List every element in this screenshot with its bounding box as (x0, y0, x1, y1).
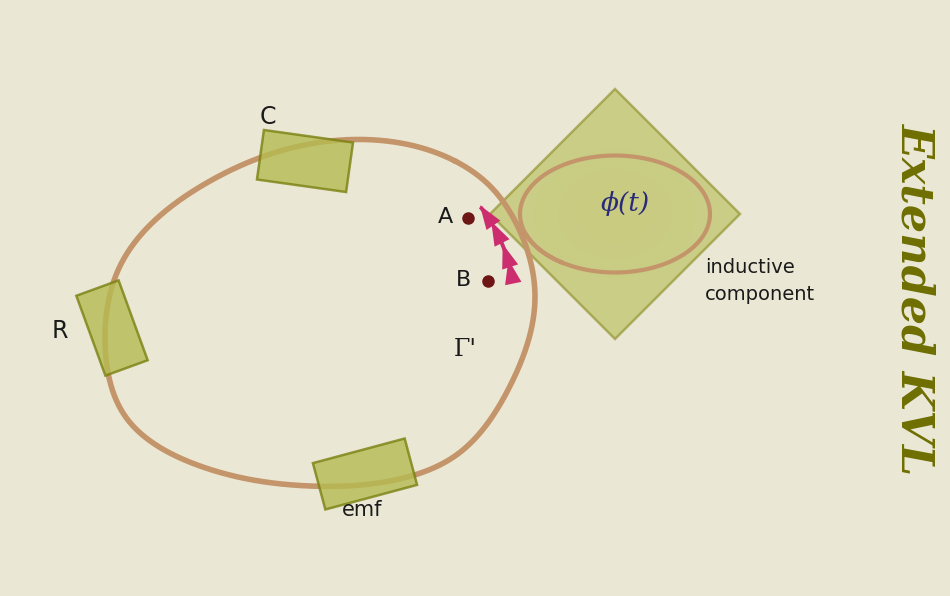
Polygon shape (313, 439, 417, 510)
Polygon shape (503, 244, 518, 269)
Ellipse shape (579, 185, 651, 243)
Text: inductive
component: inductive component (705, 258, 815, 304)
Polygon shape (505, 260, 522, 285)
Polygon shape (256, 130, 353, 192)
Text: ϕ(t): ϕ(t) (600, 191, 650, 216)
Polygon shape (76, 280, 147, 375)
Text: B: B (456, 270, 471, 290)
Text: emf: emf (342, 500, 382, 520)
Polygon shape (491, 221, 509, 247)
Ellipse shape (534, 150, 695, 278)
Text: A: A (438, 207, 453, 227)
Text: R: R (52, 319, 68, 343)
Ellipse shape (558, 169, 672, 259)
Polygon shape (490, 89, 740, 339)
Text: Extended KVL: Extended KVL (894, 122, 937, 474)
Text: Γ': Γ' (453, 338, 477, 361)
Text: C: C (260, 105, 276, 129)
Polygon shape (480, 205, 501, 230)
